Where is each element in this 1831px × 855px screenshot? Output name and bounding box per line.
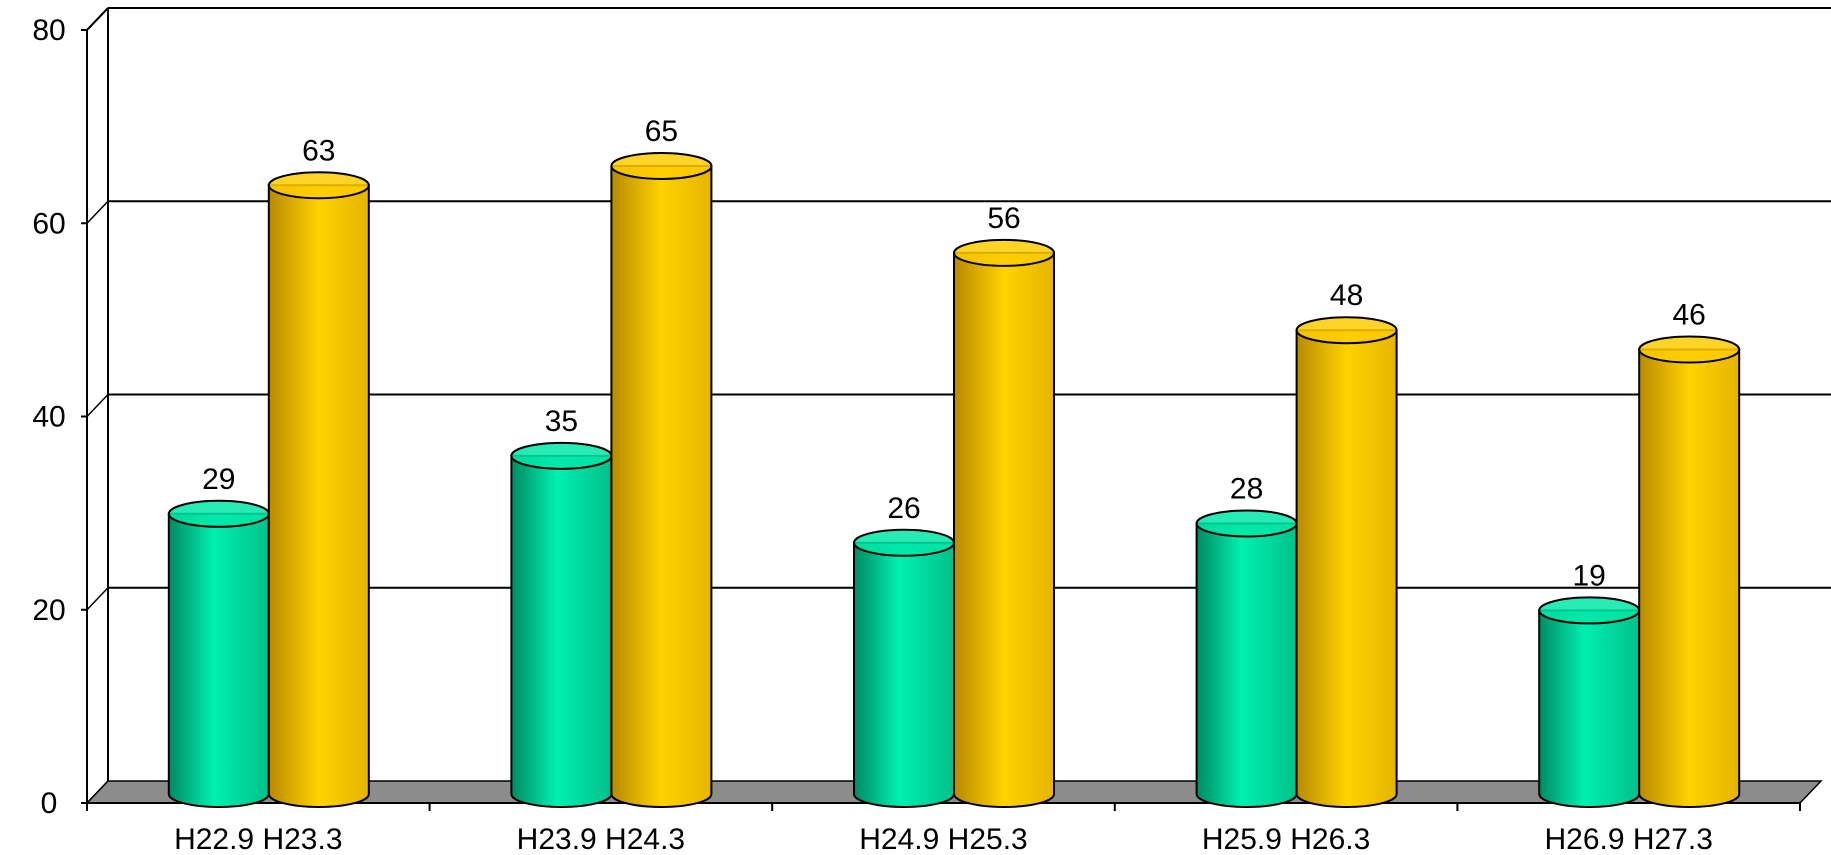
data-label: 65 xyxy=(645,115,678,148)
data-labels: 29 35 26 28 19 63 65 56 48 46 xyxy=(202,115,1706,592)
x-category-label: H26.9 H27.3 xyxy=(1544,823,1712,855)
gridline-wall-segment xyxy=(86,7,109,31)
bar xyxy=(610,151,713,808)
bar-body xyxy=(167,512,270,808)
bar xyxy=(167,499,270,808)
gridline-wall-segment xyxy=(86,200,109,224)
x-category-label: H23.9 H24.3 xyxy=(517,823,685,855)
bar xyxy=(1638,335,1741,808)
bar-body xyxy=(1295,329,1398,808)
data-label: 35 xyxy=(545,405,578,438)
bar-top xyxy=(167,499,270,528)
bar xyxy=(510,441,613,808)
bar-body xyxy=(1195,522,1298,808)
gridline-wall-segment xyxy=(86,587,109,611)
bar xyxy=(953,238,1055,808)
bar-top xyxy=(1195,509,1298,538)
bars xyxy=(167,151,1741,808)
data-label: 63 xyxy=(302,134,335,167)
data-label: 19 xyxy=(1573,559,1606,592)
bar-body xyxy=(1638,348,1741,808)
bar-top xyxy=(610,151,713,180)
data-label: 48 xyxy=(1330,279,1363,312)
y-tick-label: 80 xyxy=(32,14,65,47)
data-label: 56 xyxy=(987,202,1020,235)
bar-body xyxy=(953,251,1055,808)
bar-body xyxy=(853,541,955,808)
bar xyxy=(1195,509,1298,808)
bar-top xyxy=(1538,596,1641,625)
bar xyxy=(1538,596,1641,808)
y-tick-label: 60 xyxy=(32,207,65,240)
y-tick-label: 20 xyxy=(32,594,65,627)
bar-body xyxy=(610,164,713,808)
data-label: 46 xyxy=(1673,299,1706,332)
bar-top xyxy=(267,171,370,200)
bar-top xyxy=(1295,316,1398,345)
x-category-label: H25.9 H26.3 xyxy=(1202,823,1370,855)
bar-top xyxy=(510,441,613,470)
bar xyxy=(1295,316,1398,808)
data-label: 28 xyxy=(1230,472,1263,505)
y-tick-label: 0 xyxy=(41,787,58,820)
bar-body xyxy=(510,454,613,808)
bar xyxy=(853,528,955,808)
bar-top xyxy=(853,528,955,557)
gridline-wall-segment xyxy=(86,393,109,418)
bar xyxy=(267,171,370,808)
y-tick-label: 40 xyxy=(32,401,65,434)
bar-top xyxy=(1638,335,1741,364)
x-axis-ticks: H22.9 H23.3 H23.9 H24.3 H24.9 H25.3 H25.9 H… xyxy=(86,802,1801,855)
x-category-label: H22.9 H23.3 xyxy=(174,823,342,855)
data-label: 29 xyxy=(202,463,235,496)
bar-body xyxy=(267,184,370,808)
y-axis-ticks: 0 20 40 60 80 xyxy=(32,14,87,820)
x-category-label: H24.9 H25.3 xyxy=(859,823,1027,855)
bar-body xyxy=(1538,609,1641,808)
bar-top xyxy=(953,238,1055,267)
data-label: 26 xyxy=(887,492,920,525)
